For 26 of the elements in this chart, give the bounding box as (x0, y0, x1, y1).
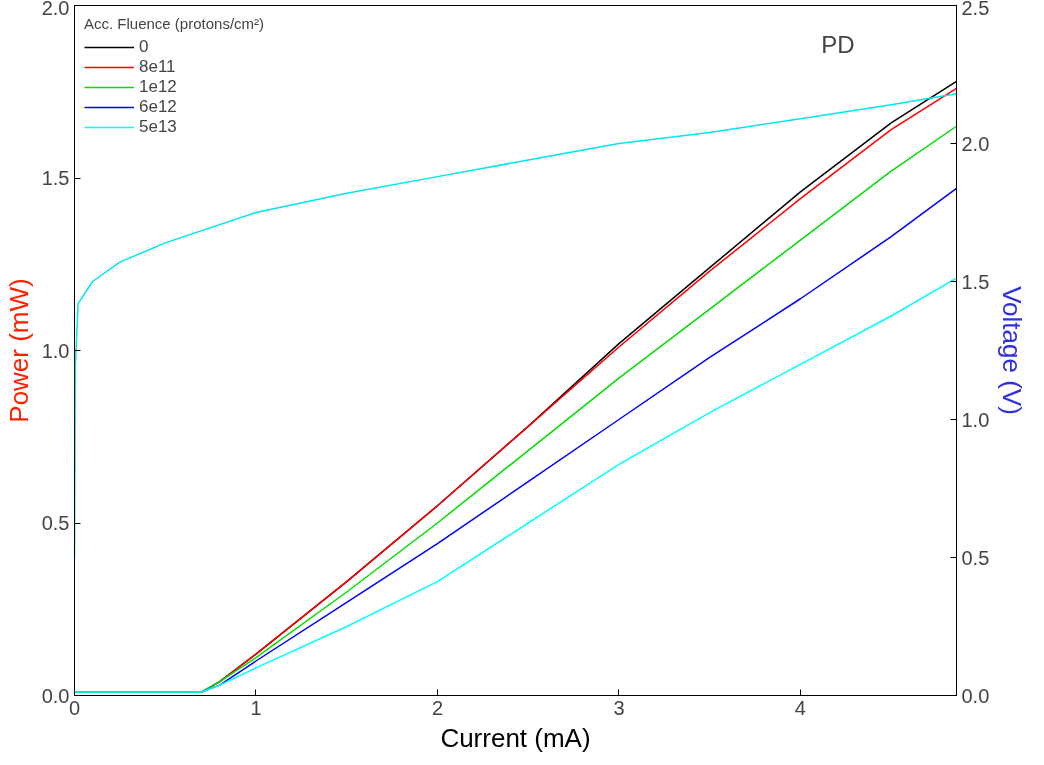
legend-label: 5e13 (139, 117, 177, 137)
x-tick-label: 4 (794, 696, 806, 719)
legend-label: 6e12 (139, 97, 177, 117)
y2-tick-label: 0.5 (961, 546, 990, 569)
y-tick-label: 1.5 (41, 167, 70, 189)
y2-tick-label: 2.5 (961, 0, 990, 19)
legend-label: 8e11 (139, 57, 176, 77)
y-axis-title: Power (mW) (3, 278, 34, 423)
y2-tick-label: 0.0 (961, 684, 990, 707)
x-tick-label: 2 (431, 696, 444, 719)
y2-tick-label: 1.5 (961, 270, 990, 293)
annotation: PD (821, 30, 855, 58)
y-tick-label: 2.0 (41, 0, 70, 19)
y2-tick-label: 2.0 (961, 132, 990, 155)
legend-label: 0 (139, 37, 150, 57)
y2-axis-title: Voltage (V) (997, 286, 1028, 415)
y-tick-label: 0.5 (41, 512, 70, 534)
y2-tick-label: 1.0 (961, 408, 990, 431)
x-axis-title: Current (mA) (440, 722, 591, 753)
x-tick-label: 3 (613, 696, 625, 719)
x-tick-label: 0 (68, 696, 81, 719)
legend-title: Acc. Fluence (protons/cm²) (84, 15, 265, 32)
y-tick-label: 0.0 (41, 684, 70, 707)
y-tick-label: 1.0 (41, 339, 70, 362)
legend-label: 1e12 (139, 77, 177, 97)
x-tick-label: 1 (250, 696, 262, 719)
